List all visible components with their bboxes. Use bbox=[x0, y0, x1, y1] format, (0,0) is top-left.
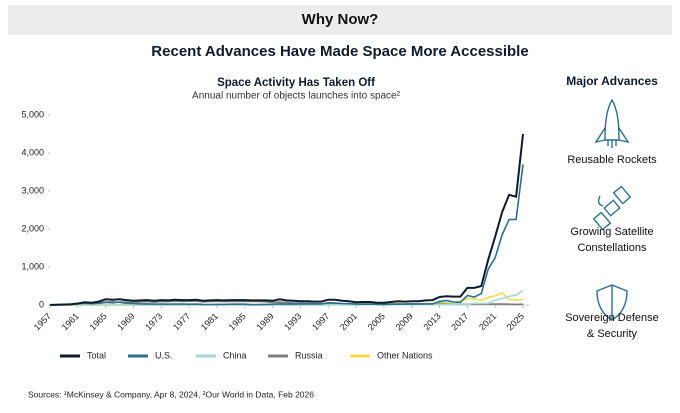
chart-subtitle: Annual number of objects launches into s… bbox=[192, 91, 401, 102]
x-tick-label: 1989 bbox=[254, 311, 275, 332]
advance-label: Growing Satellite bbox=[570, 226, 653, 238]
x-tick-label: 2013 bbox=[421, 311, 442, 332]
x-tick-label: 2017 bbox=[449, 311, 470, 332]
page-title: Why Now? bbox=[302, 11, 379, 28]
y-tick-label: 5,000 bbox=[21, 109, 44, 119]
y-tick-label: 4,000 bbox=[21, 147, 44, 157]
legend-label: U.S. bbox=[155, 350, 173, 360]
x-tick-label: 1977 bbox=[171, 311, 192, 332]
x-tick-label: 1957 bbox=[32, 311, 53, 332]
x-tick-label: 1981 bbox=[199, 311, 220, 332]
x-tick-label: 1969 bbox=[115, 311, 136, 332]
advance-label: & Security bbox=[587, 328, 638, 340]
advance-label: Reusable Rockets bbox=[567, 154, 657, 166]
x-tick-label: 1965 bbox=[88, 311, 109, 332]
legend-label: Other Nations bbox=[377, 350, 433, 360]
y-tick-label: 0 bbox=[39, 299, 44, 309]
series-line bbox=[50, 289, 524, 306]
x-tick-label: 2005 bbox=[366, 311, 387, 332]
advance-label: Constellations bbox=[577, 242, 647, 254]
page-subtitle: Recent Advances Have Made Space More Acc… bbox=[151, 43, 528, 60]
header-bar bbox=[8, 5, 672, 35]
advance-label: Sovereign Defense bbox=[565, 312, 659, 324]
x-tick-label: 2001 bbox=[338, 311, 359, 332]
x-tick-label: 1961 bbox=[60, 311, 81, 332]
x-tick-label: 1985 bbox=[227, 311, 248, 332]
x-tick-label: 2025 bbox=[505, 311, 526, 332]
x-tick-label: 1973 bbox=[143, 311, 164, 332]
shield-icon bbox=[596, 284, 628, 321]
chart-title: Space Activity Has Taken Off bbox=[217, 77, 375, 89]
series-line bbox=[49, 133, 524, 306]
y-tick-label: 1,000 bbox=[21, 261, 44, 271]
legend-label: China bbox=[223, 350, 247, 360]
x-tick-label: 2021 bbox=[477, 311, 498, 332]
x-tick-label: 2009 bbox=[394, 311, 415, 332]
rocket-icon bbox=[594, 98, 630, 148]
y-tick-label: 3,000 bbox=[21, 185, 44, 195]
series-line bbox=[49, 164, 524, 306]
x-tick-label: 1997 bbox=[310, 311, 331, 332]
satellite-icon bbox=[592, 185, 632, 231]
x-tick-label: 1993 bbox=[282, 311, 303, 332]
legend-label: Russia bbox=[295, 350, 323, 360]
y-tick-label: 2,000 bbox=[21, 223, 44, 233]
sources: Sources: ¹McKinsey & Company, Apr 8, 202… bbox=[28, 389, 314, 399]
legend-label: Total bbox=[87, 350, 106, 360]
panel-title: Major Advances bbox=[566, 74, 658, 88]
